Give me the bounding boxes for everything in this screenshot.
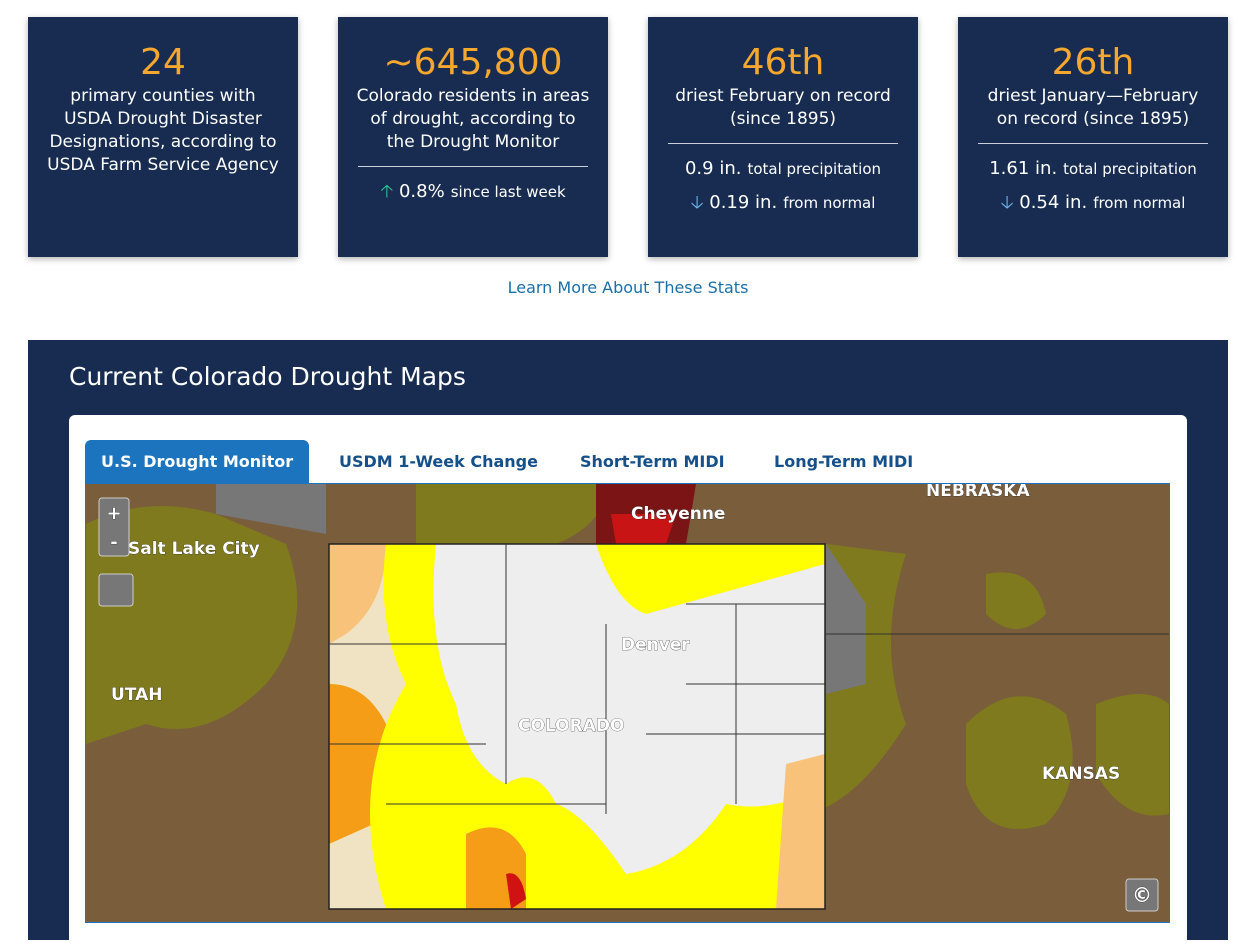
maps-panel: Current Colorado Drought Maps U.S. Droug…	[28, 340, 1228, 945]
stat-change: 🡡 0.8% since last week	[380, 181, 566, 202]
precip-label: total precipitation	[747, 160, 882, 178]
stat-value: ~645,800	[383, 42, 563, 83]
map-label: UTAH	[111, 685, 162, 705]
map-label: Denver	[621, 635, 690, 655]
normal: 🡣 0.54 in. from normal	[1000, 192, 1186, 213]
stat-text: driest February on record (since 1895)	[675, 86, 891, 129]
map-label: COLORADO	[518, 716, 624, 736]
precip-label: total precipitation	[1063, 160, 1197, 178]
stat-card: 26th driest January—February on record (…	[958, 17, 1228, 257]
map-label: KANSAS	[1042, 764, 1120, 784]
stat-text: driest January—February on record (since…	[987, 86, 1199, 129]
change-label: since last week	[450, 183, 566, 201]
normal-label: from normal	[1093, 194, 1186, 212]
map-graphic: Cheyenne NEBRASKA Salt Lake City UTAH De…	[86, 484, 1169, 922]
normal: 🡣 0.19 in. from normal	[690, 192, 876, 213]
map-label: NEBRASKA	[926, 484, 1030, 501]
stat-value: 24	[140, 42, 186, 83]
normal-value: 0.54 in.	[1019, 192, 1088, 213]
tab[interactable]: U.S. Drought Monitor	[85, 440, 310, 483]
panel-title: Current Colorado Drought Maps	[69, 362, 466, 391]
change-value: 0.8%	[398, 181, 445, 202]
stat-card: ~645,800 Colorado residents in areas of …	[338, 17, 608, 257]
precip: 0.9 in. total precipitation	[648, 152, 918, 186]
learn-more-link[interactable]: Learn More About These Stats	[507, 278, 749, 297]
map[interactable]: Cheyenne NEBRASKA Salt Lake City UTAH De…	[85, 483, 1170, 923]
tab[interactable]: Long-Term MIDI	[774, 452, 914, 471]
map-label: Salt Lake City	[128, 539, 260, 559]
stat-card: 46th driest February on record (since 18…	[648, 17, 918, 257]
tab[interactable]: USDM 1-Week Change	[339, 452, 538, 471]
normal-label: from normal	[783, 194, 876, 212]
map-label: Cheyenne	[631, 504, 725, 524]
stat-value: 46th	[741, 42, 825, 83]
map-box: U.S. Drought Monitor USDM 1-Week Change …	[69, 415, 1187, 945]
stat-value: 26th	[1051, 42, 1135, 83]
tab[interactable]: Short-Term MIDI	[580, 452, 725, 471]
stat-card: 24 primary counties with USDA Drought Di…	[28, 17, 298, 257]
stat-text: Colorado residents in areas of drought, …	[356, 86, 590, 152]
precip: 1.61 in. total precipitation	[958, 152, 1228, 186]
precip-value: 1.61 in.	[989, 158, 1058, 179]
stat-text: primary counties with USDA Drought Disas…	[47, 86, 279, 175]
zoom-out[interactable]: -	[110, 532, 118, 554]
normal-value: 0.19 in.	[709, 192, 778, 213]
zoom-in[interactable]: +	[106, 503, 122, 525]
attribution[interactable]: ©	[1132, 883, 1153, 908]
precip-value: 0.9 in.	[684, 158, 742, 179]
